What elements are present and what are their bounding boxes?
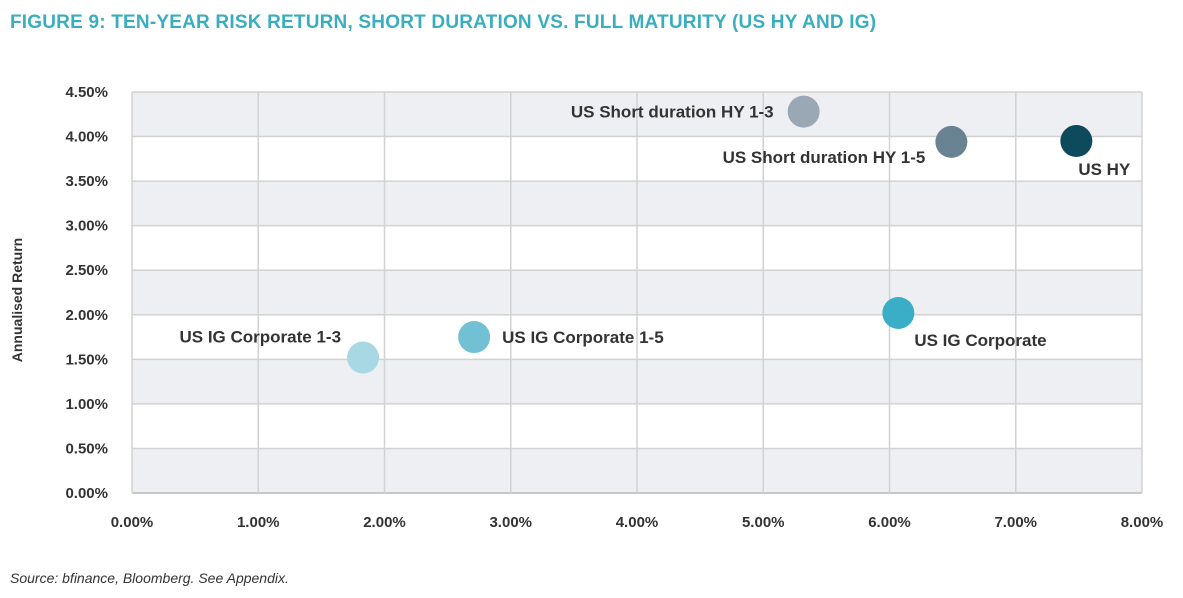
y-tick-label: 3.50% — [65, 173, 108, 190]
x-tick-label: 6.00% — [868, 514, 911, 531]
y-tick-label: 4.00% — [65, 129, 108, 146]
scatter-point — [935, 125, 968, 158]
x-tick-label: 8.00% — [1121, 514, 1164, 531]
data-points: US Short duration HY 1-3 US Short duratio… — [179, 95, 1131, 374]
y-axis-ticks: 0.00% 0.50% 1.00% 1.50% 2.00% 2.50% 3.00% 3.50%… — [65, 84, 108, 502]
y-tick-label: 4.50% — [65, 84, 108, 101]
y-axis-label: Annualised Return — [9, 238, 25, 362]
scatter-point — [1060, 125, 1093, 158]
point-label: US Short duration HY 1-5 — [723, 148, 926, 167]
x-tick-label: 4.00% — [616, 514, 659, 531]
scatter-point — [787, 95, 820, 128]
x-tick-label: 3.00% — [489, 514, 532, 531]
x-tick-label: 5.00% — [742, 514, 785, 531]
x-tick-label: 1.00% — [237, 514, 280, 531]
y-tick-label: 3.00% — [65, 218, 108, 235]
scatter-point — [882, 296, 915, 329]
source-note: Source: bfinance, Bloomberg. See Appendi… — [10, 570, 289, 586]
point-label: US IG Corporate 1-3 — [179, 328, 341, 347]
figure-title: FIGURE 9: TEN-YEAR RISK RETURN, SHORT DU… — [10, 12, 877, 33]
x-tick-label: 7.00% — [994, 514, 1037, 531]
gridlines — [131, 91, 1143, 494]
point-label: US IG Corporate 1-5 — [502, 328, 664, 347]
point-label: US Short duration HY 1-3 — [571, 103, 774, 122]
scatter-point — [458, 321, 491, 354]
scatter-point — [347, 341, 380, 374]
x-tick-label: 2.00% — [363, 514, 406, 531]
y-tick-label: 2.50% — [65, 262, 108, 279]
x-axis-ticks: 0.00% 1.00% 2.00% 3.00% 4.00% 5.00% 6.00% 7.00%… — [111, 514, 1164, 531]
y-tick-label: 1.50% — [65, 351, 108, 368]
x-tick-label: 0.00% — [111, 514, 154, 531]
point-label: US IG Corporate — [914, 331, 1046, 350]
y-tick-label: 1.00% — [65, 396, 108, 413]
y-tick-label: 0.00% — [65, 485, 108, 502]
point-label: US HY — [1078, 160, 1131, 179]
y-tick-label: 2.00% — [65, 307, 108, 324]
y-tick-label: 0.50% — [65, 440, 108, 457]
